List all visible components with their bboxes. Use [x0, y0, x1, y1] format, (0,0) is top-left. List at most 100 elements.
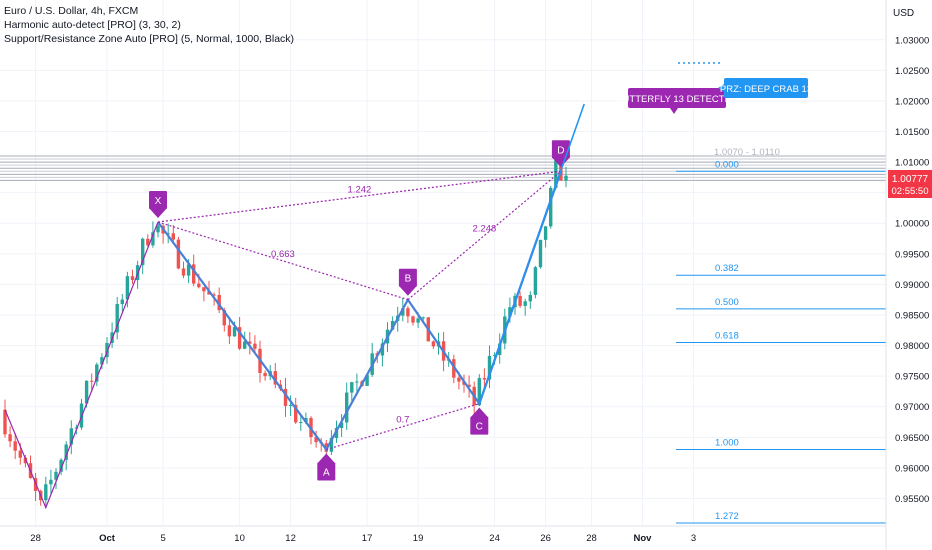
candle-body: [467, 384, 471, 387]
candle-body: [64, 444, 68, 460]
legend-indicator-sr-zone[interactable]: Support/Resistance Zone Auto [PRO] (5, N…: [4, 33, 295, 45]
candle-body: [13, 441, 17, 451]
candle-body: [294, 404, 298, 423]
point-marker-box: [149, 191, 167, 210]
candle-body: [350, 382, 354, 393]
candle-body: [181, 268, 186, 276]
candle-body: [176, 239, 181, 269]
price-tick-label: 0.96500: [895, 433, 929, 444]
candle-body: [288, 404, 293, 406]
candle-body: [339, 422, 344, 428]
point-marker-label: C: [476, 422, 483, 433]
candle-body: [482, 378, 487, 380]
price-tick-label: 0.97500: [895, 372, 929, 383]
price-tick-label: 1.01500: [895, 127, 929, 138]
pattern-point-b: B: [398, 268, 417, 296]
candle-body: [411, 316, 415, 323]
candle-body: [141, 238, 145, 266]
point-marker-tip: [470, 407, 489, 418]
time-tick-label: 24: [489, 533, 500, 544]
candle-body: [365, 374, 369, 386]
legend-indicator-harmonic[interactable]: Harmonic auto-detect [PRO] (3, 30, 2): [4, 19, 181, 31]
butterfly-label: BUTTERFLY 13 DETECTED: [616, 88, 738, 114]
candle-body: [171, 233, 175, 240]
candle-body: [345, 392, 349, 423]
candle-body: [533, 267, 538, 295]
time-tick-label: 10: [234, 533, 245, 544]
candle-body: [421, 317, 425, 319]
point-marker-box: [317, 462, 336, 481]
candle-body: [105, 342, 109, 358]
candle-body: [237, 327, 242, 349]
price-tick-label: 0.98500: [895, 310, 929, 321]
candle-body: [304, 417, 308, 423]
candle-body: [390, 320, 395, 330]
point-marker-box: [398, 268, 417, 287]
candle-body: [44, 484, 48, 501]
candle-body: [380, 343, 385, 356]
candle-body: [263, 372, 267, 377]
prz-projection: [478, 62, 722, 404]
time-tick-label: 28: [586, 533, 597, 544]
point-marker-label: A: [323, 468, 330, 479]
candle-body: [564, 175, 568, 181]
candle-body: [120, 299, 124, 305]
candle-body: [202, 287, 206, 292]
candle-body: [125, 276, 130, 300]
pattern-point-a: A: [317, 453, 336, 481]
last-price-badge: 1.00777 02:55:50: [888, 170, 932, 198]
candle-body: [283, 388, 288, 406]
candle-body: [538, 239, 543, 268]
ratio-label: 0.663: [271, 249, 295, 260]
candle-body: [217, 294, 221, 311]
candle-body: [197, 283, 201, 288]
candle-body: [95, 364, 99, 382]
chart-legend: Euro / U.S. Dollar, 4h, FXCM Harmonic au…: [4, 4, 294, 46]
point-marker-label: D: [557, 145, 564, 156]
ratio-label: 0.7: [396, 415, 409, 426]
candle-body: [528, 294, 532, 302]
point-marker-box: [551, 140, 570, 159]
ratio-label: 1.242: [348, 185, 372, 196]
price-tick-label: 1.02000: [895, 96, 929, 107]
candle-body: [243, 341, 247, 349]
prz-label-text: PRZ: DEEP CRAB 13: [720, 84, 812, 95]
candle-body: [49, 479, 53, 485]
time-axis[interactable]: 28 Oct 5 10 12 17 19 24 26 28 Nov 3: [30, 533, 696, 544]
last-price-value: 1.00777: [892, 174, 929, 185]
candle-body: [492, 354, 497, 356]
candle-body: [355, 381, 359, 383]
candle-body: [227, 325, 232, 337]
candle-body: [248, 341, 252, 344]
time-tick-label: 5: [160, 533, 165, 544]
time-tick-label: 3: [691, 533, 696, 544]
price-tick-label: 0.95500: [895, 494, 929, 505]
price-tick-label: 0.97000: [895, 402, 929, 413]
candle-body: [166, 233, 170, 235]
point-marker-box: [470, 416, 489, 435]
candle-body: [543, 226, 548, 240]
candle-body: [253, 343, 257, 349]
price-tick-label: 1.02500: [895, 66, 929, 77]
point-marker-label: B: [405, 274, 412, 285]
ratio-connector: [407, 170, 562, 301]
candle-body: [192, 264, 196, 284]
candle-body: [90, 380, 94, 382]
last-price-countdown: 02:55:50: [892, 186, 929, 197]
fib-level-label: 1.000: [715, 438, 739, 449]
price-tick-label: 0.99000: [895, 280, 929, 291]
candle-body: [554, 160, 558, 188]
candle-body: [151, 232, 155, 246]
swing-line-left: [4, 221, 159, 510]
candle-body: [84, 380, 89, 404]
candle-body: [329, 438, 334, 452]
legend-symbol[interactable]: Euro / U.S. Dollar, 4h, FXCM: [4, 5, 139, 17]
candle-body: [314, 437, 318, 443]
candle-body: [74, 427, 79, 429]
candle-body: [401, 308, 405, 316]
ratio-label: 2.248: [473, 223, 497, 234]
candle-body: [487, 355, 492, 380]
candle-body: [431, 341, 436, 347]
candle-body: [232, 327, 237, 337]
